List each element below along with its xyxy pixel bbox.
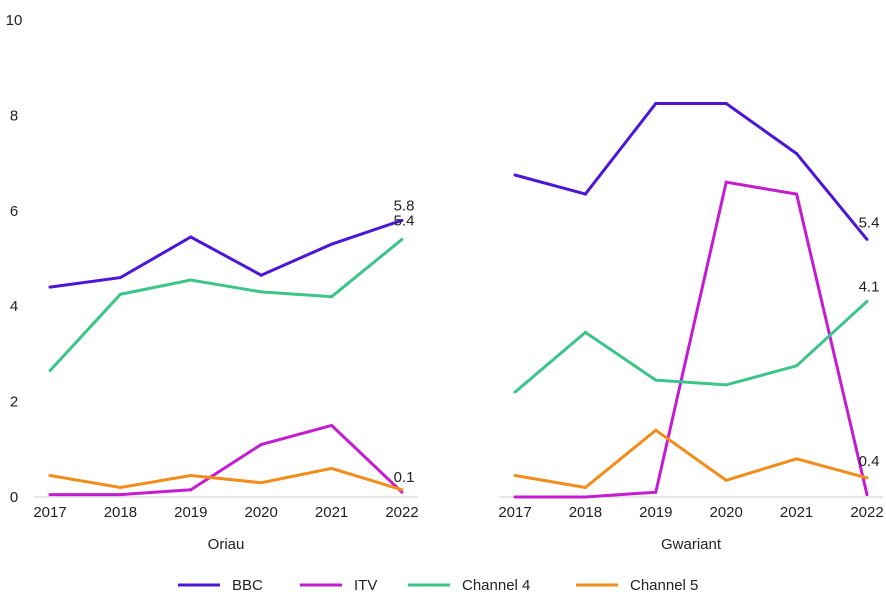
x-tick-label: 2021 <box>780 504 813 521</box>
data-point-itv <box>400 490 404 494</box>
data-label-end: 5.4 <box>394 212 415 229</box>
data-point-bbc <box>189 235 193 239</box>
data-label-end: 5.4 <box>859 214 880 231</box>
x-tick-label: 2022 <box>385 504 418 521</box>
data-label-end: 0.4 <box>859 453 880 470</box>
data-point-channel-5 <box>118 485 122 489</box>
data-point-channel-5 <box>513 474 517 478</box>
y-tick-label: 10 <box>6 12 23 29</box>
data-point-channel-4 <box>330 295 334 299</box>
data-point-itv <box>48 493 52 497</box>
data-point-channel-5 <box>48 474 52 478</box>
data-point-channel-4 <box>259 290 263 294</box>
data-point-channel-4 <box>583 330 587 334</box>
data-point-channel-4 <box>654 378 658 382</box>
y-tick-label: 2 <box>10 394 18 411</box>
data-point-channel-5 <box>400 488 404 492</box>
data-point-itv <box>724 180 728 184</box>
x-tick-label: 2021 <box>315 504 348 521</box>
series-line-itv <box>515 180 869 499</box>
data-point-channel-5 <box>795 457 799 461</box>
x-tick-label: 2019 <box>639 504 672 521</box>
legend-label-bbc: BBC <box>232 577 263 594</box>
data-point-channel-5 <box>189 474 193 478</box>
data-point-itv <box>654 490 658 494</box>
series-line-bbc <box>514 102 869 241</box>
data-point-bbc <box>654 101 658 105</box>
series-line-channel-4 <box>514 300 869 394</box>
series-line-itv <box>50 423 404 497</box>
data-point-bbc <box>795 152 799 156</box>
data-point-channel-4 <box>48 369 52 373</box>
series-line-channel-5 <box>49 466 403 492</box>
series-line-channel-4 <box>48 238 403 372</box>
data-point-itv <box>795 192 799 196</box>
data-point-bbc <box>583 192 587 196</box>
data-point-channel-4 <box>189 278 193 282</box>
data-point-itv <box>330 423 334 427</box>
data-point-channel-4 <box>400 237 404 241</box>
data-point-itv <box>865 493 869 497</box>
x-tick-label: 2019 <box>174 504 207 521</box>
data-label-end: 4.1 <box>859 278 880 295</box>
data-point-itv <box>118 493 122 497</box>
x-tick-label: 2018 <box>104 504 137 521</box>
y-tick-label: 8 <box>10 107 18 124</box>
data-point-channel-5 <box>330 466 334 470</box>
data-point-channel-5 <box>654 428 658 432</box>
data-point-channel-4 <box>513 390 517 394</box>
data-point-itv <box>583 495 587 499</box>
data-point-channel-5 <box>259 481 263 485</box>
data-point-channel-5 <box>865 476 869 480</box>
data-point-bbc <box>400 218 404 222</box>
data-point-channel-4 <box>724 383 728 387</box>
x-tick-label: 2020 <box>245 504 278 521</box>
x-tick-label: 2022 <box>850 504 883 521</box>
y-tick-label: 0 <box>10 489 18 506</box>
panel-gwariant: 2017 2018 2019 2020 2021 2022 Gwariant 5.4 4.1 0.… <box>498 101 884 553</box>
x-tick-label: 2017 <box>498 504 531 521</box>
data-point-bbc <box>513 173 517 177</box>
data-point-channel-4 <box>795 364 799 368</box>
x-axis-title: Oriau <box>208 536 245 553</box>
data-label-end: 5.8 <box>394 197 415 214</box>
data-point-itv <box>259 443 263 447</box>
legend-label-channel-5: Channel 5 <box>630 577 698 594</box>
legend: BBC ITV Channel 4 Channel 5 <box>178 577 698 594</box>
x-tick-label: 2018 <box>569 504 602 521</box>
data-point-channel-5 <box>724 478 728 482</box>
x-axis-title: Gwariant <box>661 536 722 553</box>
x-tick-label: 2017 <box>33 504 66 521</box>
series-line-channel-5 <box>514 428 868 490</box>
data-point-bbc <box>865 237 869 241</box>
data-point-bbc <box>259 273 263 277</box>
series-line-bbc <box>49 218 403 289</box>
data-point-channel-4 <box>865 299 869 303</box>
y-axis: 0 2 4 6 8 10 <box>6 12 23 506</box>
panel-oriau: 2017 2018 2019 2020 2021 2022 Oriau 5.85.4 0.1 <box>33 197 418 553</box>
legend-label-itv: ITV <box>354 577 377 594</box>
legend-label-channel-4: Channel 4 <box>462 577 530 594</box>
data-point-bbc <box>48 285 52 289</box>
data-point-channel-4 <box>118 292 122 296</box>
data-point-bbc <box>330 242 334 246</box>
data-point-channel-5 <box>583 485 587 489</box>
x-tick-label: 2020 <box>710 504 743 521</box>
data-point-itv <box>513 495 517 499</box>
data-point-bbc <box>724 101 728 105</box>
y-tick-label: 4 <box>10 298 18 315</box>
data-point-itv <box>189 488 193 492</box>
y-tick-label: 6 <box>10 203 18 220</box>
data-point-bbc <box>118 276 122 280</box>
data-label-end: 0.1 <box>394 469 415 486</box>
